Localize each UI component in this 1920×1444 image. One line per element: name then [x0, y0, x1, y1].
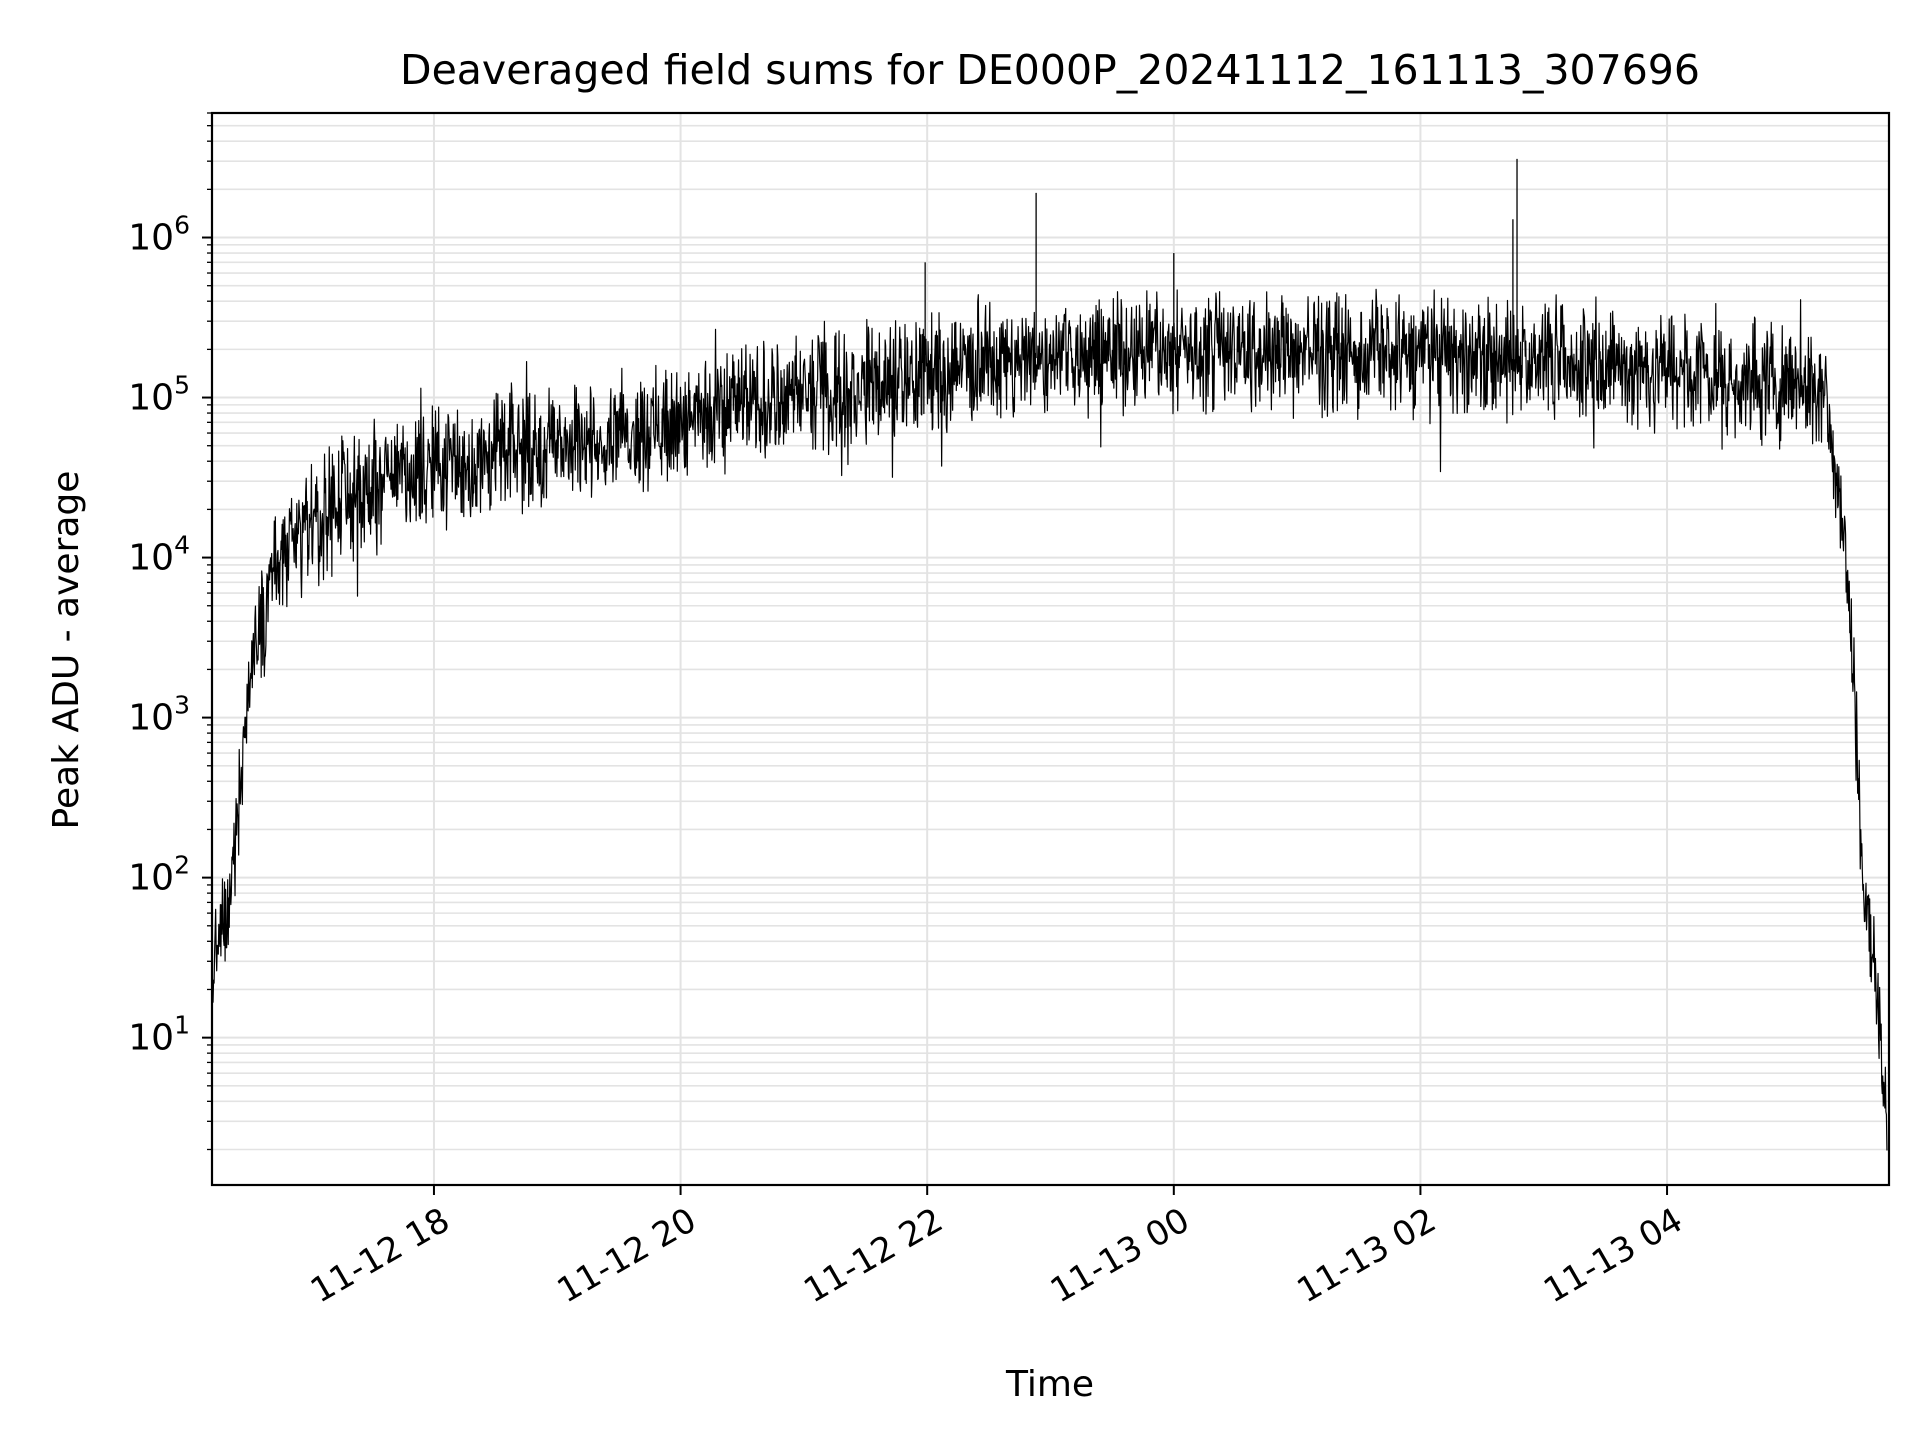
y-tick-label: 102: [128, 851, 190, 899]
data-series-line: [212, 288, 1888, 1151]
y-tick-label: 105: [128, 371, 190, 419]
plot-frame: [210, 111, 1891, 1187]
x-axis-label: Time: [1005, 1364, 1094, 1405]
chart-title: Deaveraged field sums for DE000P_2024111…: [400, 46, 1700, 94]
y-axis-label: Peak ADU - average: [46, 471, 87, 830]
y-tick-label: 104: [128, 531, 190, 579]
y-tick-label: 103: [128, 691, 190, 739]
grid-layer: [212, 112, 1889, 1185]
y-tick-label: 106: [128, 211, 190, 259]
y-tick-label: 101: [128, 1011, 190, 1059]
plot-area: [212, 158, 1888, 1151]
